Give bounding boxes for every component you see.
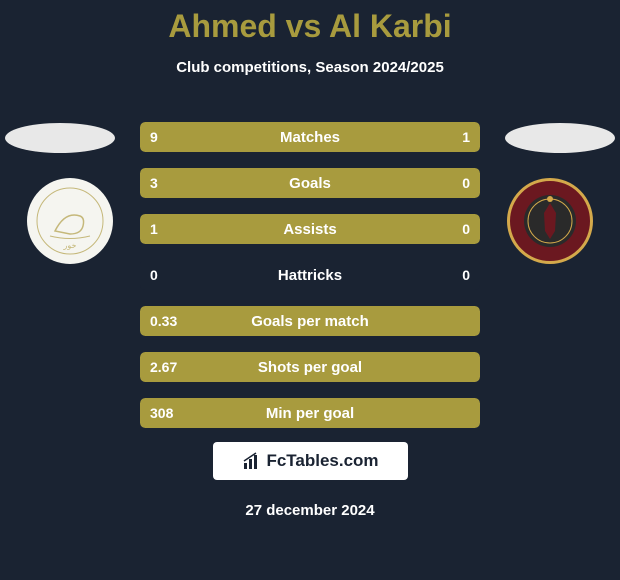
stat-label: Min per goal [140,398,480,428]
stat-row-hattricks: 0 0 Hattricks [140,260,480,290]
stat-row-goals: 3 0 Goals [140,168,480,198]
right-club-logo-icon [520,191,580,251]
svg-text:خور: خور [63,241,77,250]
right-player-oval [505,123,615,153]
stat-label: Goals [140,168,480,198]
stat-row-min-per-goal: 308 Min per goal [140,398,480,428]
fctables-logo[interactable]: FcTables.com [213,442,408,480]
comparison-title: Ahmed vs Al Karbi [0,0,620,45]
stat-label: Matches [140,122,480,152]
stat-label: Hattricks [140,260,480,290]
stat-row-matches: 9 1 Matches [140,122,480,152]
stats-container: 9 1 Matches 3 0 Goals 1 0 Assists 0 0 Ha… [140,122,480,444]
left-club-badge: خور [27,178,113,264]
stat-label: Shots per goal [140,352,480,382]
left-club-logo-icon: خور [35,186,105,256]
comparison-date: 27 december 2024 [0,502,620,519]
stat-label: Assists [140,214,480,244]
logo-text: FcTables.com [266,451,378,471]
stat-row-assists: 1 0 Assists [140,214,480,244]
left-player-oval [5,123,115,153]
chart-icon [242,451,262,471]
stat-row-goals-per-match: 0.33 Goals per match [140,306,480,336]
comparison-subtitle: Club competitions, Season 2024/2025 [0,59,620,76]
stat-label: Goals per match [140,306,480,336]
stat-row-shots-per-goal: 2.67 Shots per goal [140,352,480,382]
right-club-badge [507,178,593,264]
